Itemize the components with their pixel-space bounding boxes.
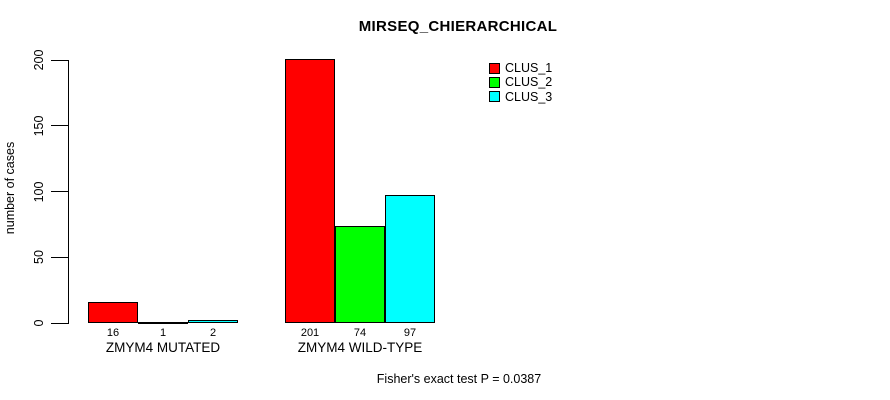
legend-swatch-icon <box>489 76 500 88</box>
category-label: ZMYM4 MUTATED <box>105 340 221 355</box>
y-axis-tick-mark <box>51 59 68 61</box>
y-tick-label: 50 <box>32 250 46 265</box>
bar-clus_1-group2 <box>285 58 335 323</box>
bar-value-label: 16 <box>106 327 120 339</box>
legend-label: CLUS_3 <box>505 89 553 104</box>
bar-value-label: 201 <box>300 327 320 339</box>
bar-value-label: 2 <box>209 327 217 339</box>
legend-swatch-icon <box>489 62 500 74</box>
y-tick-label: 100 <box>32 181 46 202</box>
y-axis-line <box>68 60 69 324</box>
y-axis-tick-mark <box>51 322 68 324</box>
bar-clus_2-group2 <box>335 225 385 323</box>
bar-clus_1-group1 <box>88 301 138 323</box>
annotation-text: Fisher's exact test P = 0.0387 <box>376 372 542 386</box>
legend-label: CLUS_1 <box>505 61 553 76</box>
bar-clus_3-group1 <box>188 320 238 323</box>
legend-item: CLUS_1 <box>489 61 552 75</box>
legend-item: CLUS_3 <box>489 90 552 104</box>
bar-value-label: 74 <box>353 327 367 339</box>
y-tick-label: 0 <box>32 319 46 327</box>
bar-value-label: 97 <box>403 327 417 339</box>
bar-clus_2-group1 <box>138 321 188 324</box>
legend: CLUS_1 CLUS_2 CLUS_3 <box>489 61 552 104</box>
category-label: ZMYM4 WILD-TYPE <box>297 340 423 355</box>
y-axis-tick-mark <box>51 256 68 258</box>
y-axis-tick-mark <box>51 191 68 192</box>
legend-item: CLUS_2 <box>489 75 552 89</box>
y-tick-label: 200 <box>32 49 46 71</box>
legend-swatch-icon <box>489 91 500 103</box>
bar-clus_3-group2 <box>385 195 435 323</box>
y-axis-tick-mark <box>51 125 68 127</box>
bar-value-label: 1 <box>159 327 167 339</box>
legend-label: CLUS_2 <box>505 75 553 90</box>
chart-title: MIRSEQ_CHIERARCHICAL <box>358 18 558 35</box>
y-axis-label: number of cases <box>3 141 17 235</box>
y-tick-label: 150 <box>32 115 46 137</box>
